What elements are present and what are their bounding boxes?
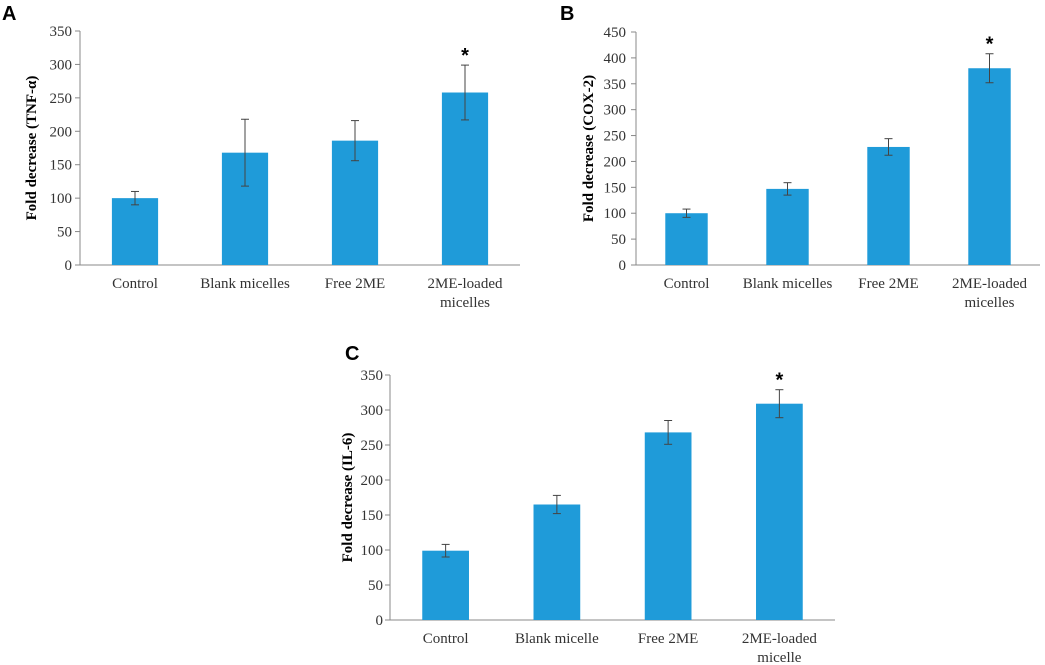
y-tick-label: 50 [57,225,72,241]
bar [665,213,708,265]
y-tick-label: 250 [361,438,384,454]
y-tick-label: 350 [361,368,384,384]
bar [331,140,379,265]
y-tick-label: 100 [361,543,384,559]
category-label: Free 2ME [638,631,698,647]
y-tick-label: 50 [368,578,383,594]
panel-b: B Fold decrease (COX-2) 0 50 100 150 200 250 300… [560,3,1040,311]
y-tick-label: 150 [604,180,627,196]
y-axis-title: Fold decrease (IL-6) [340,433,356,563]
y-tick-label: 250 [50,91,73,107]
category-label: Control [664,276,710,292]
bar [766,188,809,265]
category-label: Control [112,276,158,292]
y-tick-label: 350 [604,77,627,93]
panel-a: A Fold decrease (TNF-α) 0 50 100 150 200 250 300… [2,3,520,311]
bar [644,432,692,620]
bar [422,550,469,620]
category-label: Blank micelles [743,276,833,292]
bar [867,146,910,265]
y-tick-label: 300 [361,403,384,419]
y-tick-label: 0 [376,613,384,629]
category-label: 2ME-loaded micelle [742,631,817,665]
y-tick-label: 250 [604,129,627,145]
panel-c: C Fold decrease (IL-6) 0 50 100 150 200 250 300 3… [340,343,835,665]
y-tick-label: 150 [50,158,73,174]
bar [533,504,581,620]
category-label: 2ME-loaded micelles [428,276,503,311]
category-label: Free 2ME [858,276,918,292]
y-tick-label: 300 [50,57,73,73]
significance-marker: * [986,34,994,56]
bar [441,92,489,265]
category-label: Blank micelle [515,631,599,647]
y-tick-label: 50 [611,232,626,248]
significance-marker: * [775,370,783,392]
y-tick-label: 0 [619,258,627,274]
y-tick-label: 100 [50,191,73,207]
y-tick-label: 100 [604,206,627,222]
y-tick-label: 150 [361,508,384,524]
bar [968,68,1011,265]
y-tick-label: 200 [604,154,627,170]
y-axis-title: Fold decrease (COX-2) [581,75,597,222]
panel-letter: B [560,3,574,25]
significance-marker: * [461,45,469,67]
y-tick-label: 200 [361,473,384,489]
y-tick-label: 350 [50,24,73,40]
category-label: Control [423,631,469,647]
bar [111,198,159,265]
y-tick-label: 0 [65,258,73,274]
category-label: Blank micelles [200,276,290,292]
y-tick-label: 450 [604,25,627,41]
category-label: 2ME-loaded micelles [952,276,1027,311]
y-axis-title: Fold decrease (TNF-α) [24,76,40,221]
panel-letter: C [345,343,359,365]
y-tick-label: 300 [604,103,627,119]
category-label: Free 2ME [325,276,385,292]
y-tick-label: 400 [604,51,627,67]
y-tick-label: 200 [50,124,73,140]
panel-letter: A [2,3,16,25]
bar [756,403,803,620]
